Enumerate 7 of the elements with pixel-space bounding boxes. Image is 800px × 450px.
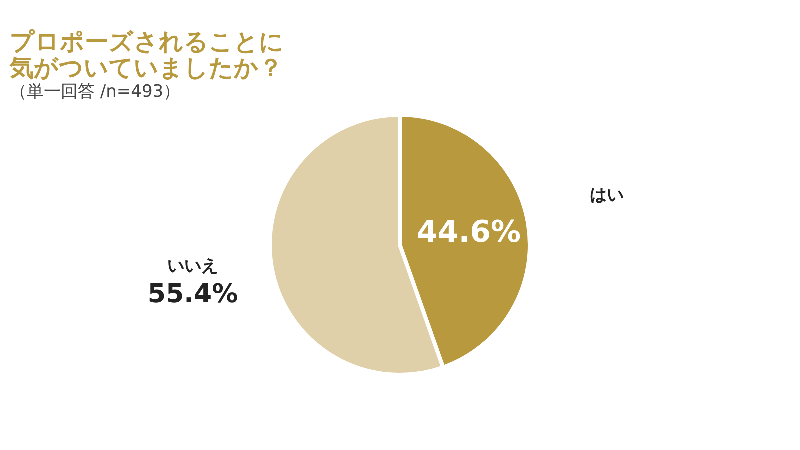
slice-label: はい xyxy=(590,186,624,206)
data-label: 55.4% xyxy=(148,279,238,310)
data-label: 44.6% xyxy=(416,215,522,250)
text: 気がついていましたか？ xyxy=(10,54,283,82)
text: プロポーズされることに xyxy=(10,28,284,56)
slice-label: いいえ xyxy=(168,256,219,276)
chart-subtitle: （単一回答 /n=493） xyxy=(10,82,181,102)
